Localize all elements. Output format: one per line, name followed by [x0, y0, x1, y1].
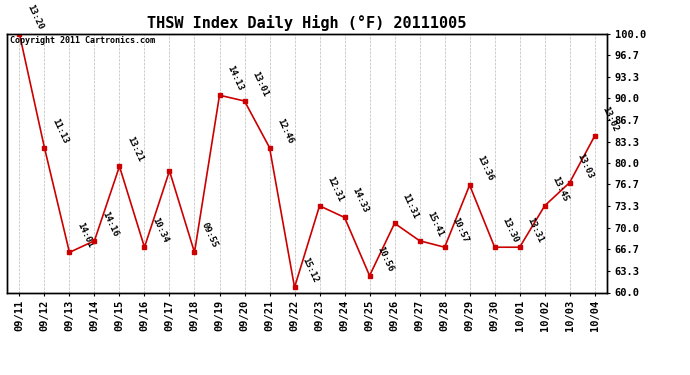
Text: 13:45: 13:45: [550, 175, 570, 203]
Text: 15:41: 15:41: [425, 210, 444, 238]
Text: 10:57: 10:57: [450, 216, 470, 244]
Text: 13:31: 13:31: [525, 216, 544, 244]
Text: 13:01: 13:01: [250, 70, 270, 98]
Text: 13:21: 13:21: [125, 135, 144, 164]
Text: 14:16: 14:16: [100, 210, 119, 238]
Text: 13:20: 13:20: [25, 3, 44, 31]
Text: 13:02: 13:02: [600, 105, 620, 133]
Text: Copyright 2011 Cartronics.com: Copyright 2011 Cartronics.com: [10, 36, 155, 45]
Text: 14:13: 14:13: [225, 64, 244, 92]
Text: 15:12: 15:12: [300, 256, 319, 285]
Text: 09:55: 09:55: [200, 222, 219, 250]
Text: 12:31: 12:31: [325, 175, 344, 203]
Text: 10:56: 10:56: [375, 245, 395, 273]
Text: 10:34: 10:34: [150, 216, 170, 244]
Text: 11:31: 11:31: [400, 192, 420, 220]
Text: 13:36: 13:36: [475, 154, 495, 182]
Text: 13:30: 13:30: [500, 216, 520, 244]
Text: 14:01: 14:01: [75, 222, 95, 250]
Text: 14:33: 14:33: [350, 186, 370, 214]
Title: THSW Index Daily High (°F) 20111005: THSW Index Daily High (°F) 20111005: [148, 15, 466, 31]
Text: 11:13: 11:13: [50, 117, 70, 145]
Text: 13:03: 13:03: [575, 152, 595, 180]
Text: 12:46: 12:46: [275, 117, 295, 145]
